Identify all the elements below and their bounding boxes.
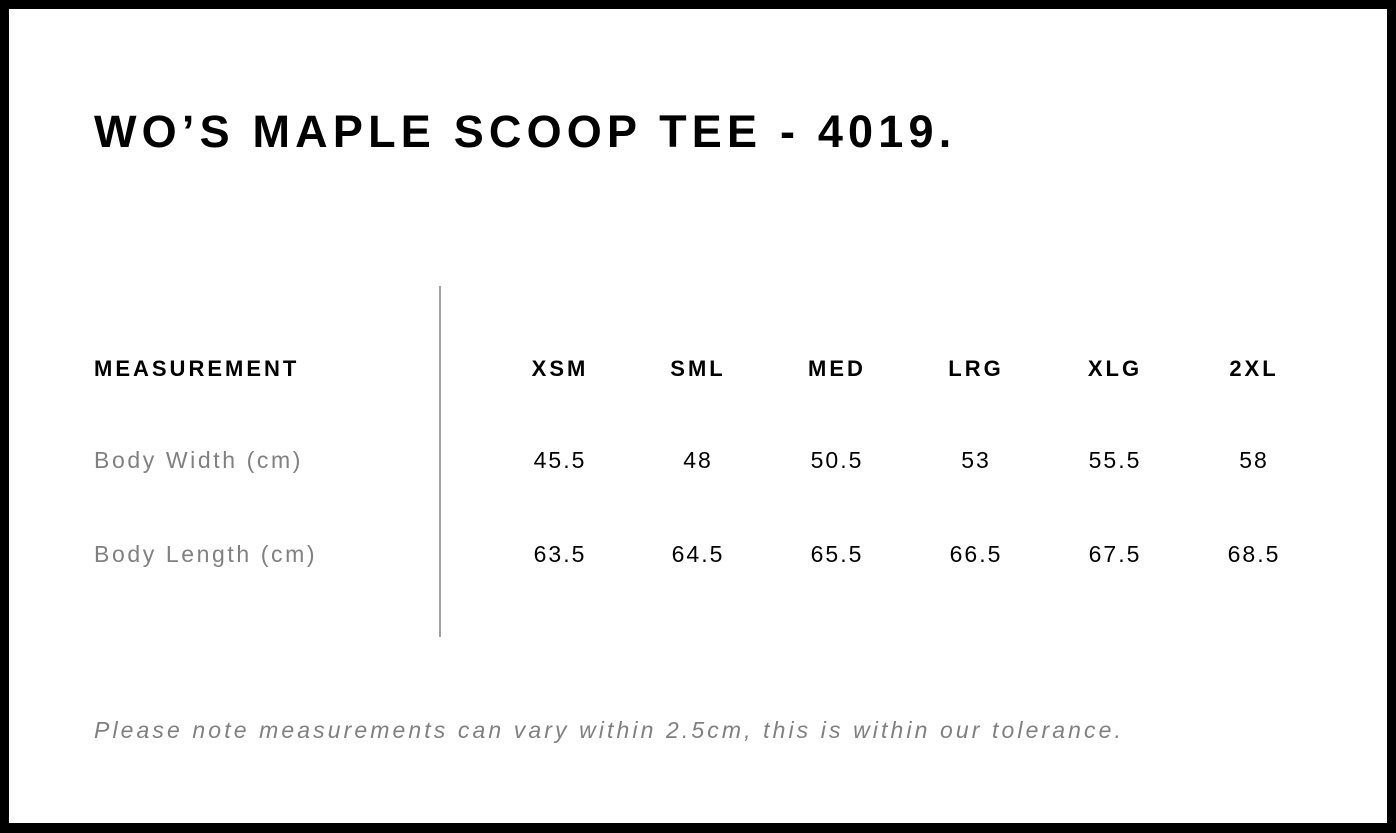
table-cell: 58 [1239,447,1269,473]
measurement-header: MEASUREMENT [94,356,300,381]
size-chart-card: WO’S MAPLE SCOOP TEE - 4019. MEASUREMENT… [9,9,1387,823]
table-cell: 63.5 [533,541,587,567]
table-cell: 53 [961,447,991,473]
size-header-xsm: XSM [531,356,589,381]
table-cell: 48 [683,447,713,473]
size-header-sml: SML [670,356,726,381]
page-title: WO’S MAPLE SCOOP TEE - 4019. [94,106,957,157]
table-cell: 50.5 [810,447,864,473]
table-cell: 68.5 [1227,541,1281,567]
row-label: Body Width (cm) [94,447,303,473]
size-header-xlg: XLG [1087,356,1143,381]
table-cell: 66.5 [949,541,1003,567]
size-header-2xl: 2XL [1229,356,1279,381]
row-label: Body Length (cm) [94,541,318,567]
size-header-lrg: LRG [948,356,1004,381]
table-cell: 67.5 [1088,541,1142,567]
size-header-med: MED [808,356,866,381]
table-cell: 45.5 [533,447,587,473]
table-cell: 55.5 [1088,447,1142,473]
table-cell: 65.5 [810,541,864,567]
column-divider [439,286,441,637]
table-cell: 64.5 [671,541,725,567]
tolerance-note: Please note measurements can vary within… [94,717,1125,743]
